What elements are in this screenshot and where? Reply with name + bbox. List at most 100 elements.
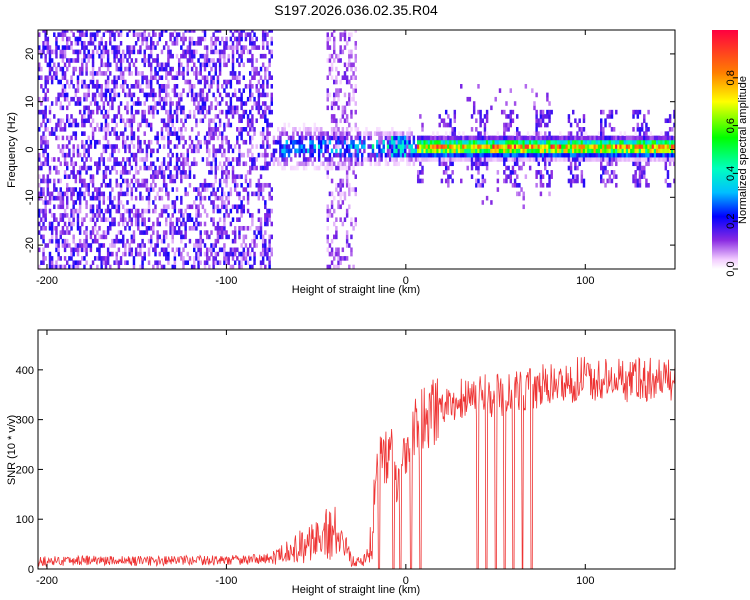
colorbar: 0.00.20.40.60.8 Normalized spectral ampl… — [712, 30, 749, 277]
spectrogram-cell — [160, 174, 164, 179]
spectrogram-cell — [160, 238, 164, 244]
spectrogram-cell — [261, 144, 265, 149]
spectrogram-cell — [111, 251, 114, 257]
spectrogram-cell — [393, 148, 396, 154]
colorbar-ticks: 0.00.20.40.60.8 — [725, 70, 738, 277]
spectrogram-cell — [522, 152, 525, 158]
spectrogram-cell — [632, 148, 635, 154]
spectrogram-cell — [63, 170, 67, 175]
spectrogram-cell — [283, 127, 286, 132]
spectrogram-cell — [300, 131, 304, 136]
spectrogram-cell — [165, 84, 168, 89]
spectrogram-cell — [126, 92, 129, 98]
spectrogram-cell — [345, 101, 349, 106]
spectrogram-cell — [244, 234, 248, 240]
spectrogram-cell — [102, 157, 106, 162]
spectrogram-cell — [115, 234, 118, 240]
spectrogram-cell — [602, 178, 605, 184]
spectrogram-cell — [139, 230, 142, 235]
spectrogram-cell — [488, 152, 491, 158]
spectrogram-cell — [132, 45, 136, 50]
spectrogram-cell — [240, 127, 243, 132]
spectrogram-cell — [550, 109, 553, 115]
spectrogram-cell — [352, 144, 355, 149]
spectrogram-cell — [203, 58, 207, 63]
spectrogram-cell — [444, 148, 448, 154]
spectrogram-cell — [274, 157, 278, 162]
spectrogram-cell — [70, 225, 73, 231]
spectrogram-cell — [115, 53, 118, 59]
spectrogram-cell — [266, 79, 269, 85]
spectrogram-cell — [154, 208, 157, 214]
spectrogram-cell — [477, 170, 480, 175]
spectrogram-cell — [100, 62, 103, 68]
spectrogram-cell — [70, 58, 73, 63]
spectrogram-cell — [85, 234, 88, 240]
spectrogram-cell — [171, 204, 174, 210]
spectrogram-cell — [457, 157, 461, 162]
spectrogram-cell — [593, 144, 596, 149]
spectrogram-cell — [137, 135, 140, 141]
spectrogram-cell — [249, 49, 252, 55]
spectrogram-cell — [438, 148, 441, 154]
spectrogram-cell — [479, 148, 482, 154]
spectrogram-cell — [328, 53, 332, 59]
spectrogram-cell — [175, 101, 179, 106]
spectrogram-cell — [143, 118, 146, 124]
spectrogram-cell — [257, 45, 261, 50]
spectrogram-cell — [666, 139, 670, 145]
spectrogram-cell — [167, 131, 170, 136]
spectrogram-cell — [63, 75, 67, 81]
spectrogram-cell — [606, 170, 609, 175]
spectrogram-cell — [216, 230, 220, 235]
spectrogram-cell — [53, 217, 56, 222]
spectrogram-cell — [330, 53, 334, 59]
spectrogram-cell — [68, 256, 71, 261]
spectrogram-cell — [236, 204, 239, 210]
spectrogram-cell — [320, 135, 323, 141]
spectrogram-cell — [600, 178, 603, 184]
spectrogram-cell — [193, 187, 196, 192]
spectrogram-cell — [399, 139, 403, 145]
spectrogram-cell — [53, 182, 56, 188]
spectrogram-cell — [212, 40, 215, 46]
spectrogram-cell — [149, 62, 153, 68]
spectrogram-cell — [223, 256, 226, 261]
spectrogram-cell — [124, 165, 127, 171]
spectrogram-cell — [137, 96, 140, 102]
spectrogram-cell — [130, 251, 134, 257]
spectrogram-cell — [218, 49, 222, 55]
spectrogram-cell — [61, 204, 65, 210]
spectrogram-cell — [152, 88, 155, 93]
spectrogram-cell — [113, 157, 116, 162]
spectrogram-cell — [509, 135, 513, 141]
spectrogram-cell — [632, 174, 635, 179]
spectrogram-cell — [511, 170, 515, 175]
spectrogram-cell — [152, 30, 155, 33]
spectrogram-cell — [212, 157, 215, 162]
spectrogram-cell — [74, 174, 78, 179]
spectrogram-cell — [106, 195, 110, 201]
spectrogram-cell — [552, 157, 556, 162]
spectrogram-cell — [580, 135, 584, 141]
spectrogram-cell — [240, 49, 243, 55]
spectrogram-cell — [61, 213, 65, 218]
spectrogram-cell — [130, 221, 134, 227]
spectrogram-cell — [180, 230, 183, 235]
spectrogram-cell — [341, 139, 345, 145]
spectrogram-cell — [143, 256, 146, 261]
spectrogram-cell — [184, 127, 187, 132]
spectrogram-cell — [481, 118, 485, 124]
spectrogram-cell — [139, 32, 142, 37]
colorbar-tick-label: 0.4 — [725, 166, 737, 181]
spectrogram-cell — [210, 135, 213, 141]
spectrogram-cell — [199, 53, 202, 59]
spectrogram-cell — [640, 157, 644, 162]
spectrogram-cell — [505, 122, 508, 128]
spectrogram-cell — [369, 157, 373, 162]
spectrogram-cell — [143, 114, 146, 119]
spectrogram-cell — [608, 148, 612, 154]
spectrogram-cell — [468, 96, 472, 102]
spectrogram-cell — [548, 135, 551, 141]
spectrogram-cell — [242, 75, 246, 81]
